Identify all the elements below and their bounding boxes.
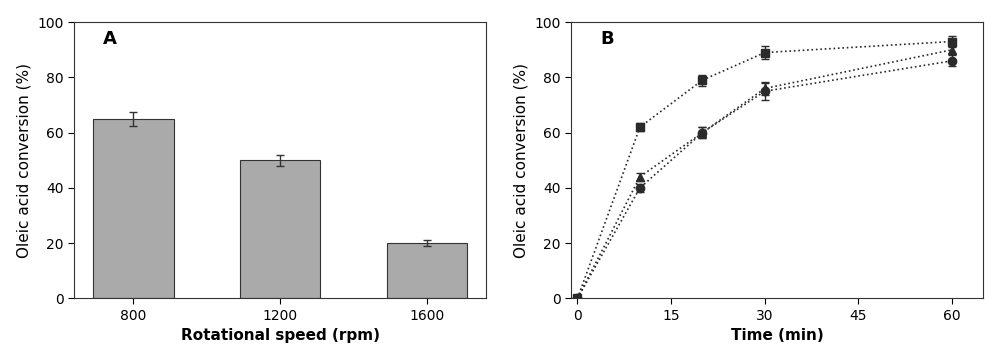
Bar	[93, 119, 174, 298]
X-axis label: Rotational speed (rpm): Rotational speed (rpm)	[181, 328, 380, 343]
Y-axis label: Oleic acid conversion (%): Oleic acid conversion (%)	[17, 63, 32, 258]
X-axis label: Time (min): Time (min)	[731, 328, 824, 343]
Bar	[240, 160, 320, 298]
Y-axis label: Oleic acid conversion (%): Oleic acid conversion (%)	[514, 63, 529, 258]
Text: A: A	[103, 31, 117, 49]
Text: B: B	[600, 31, 614, 49]
Bar	[387, 243, 467, 298]
